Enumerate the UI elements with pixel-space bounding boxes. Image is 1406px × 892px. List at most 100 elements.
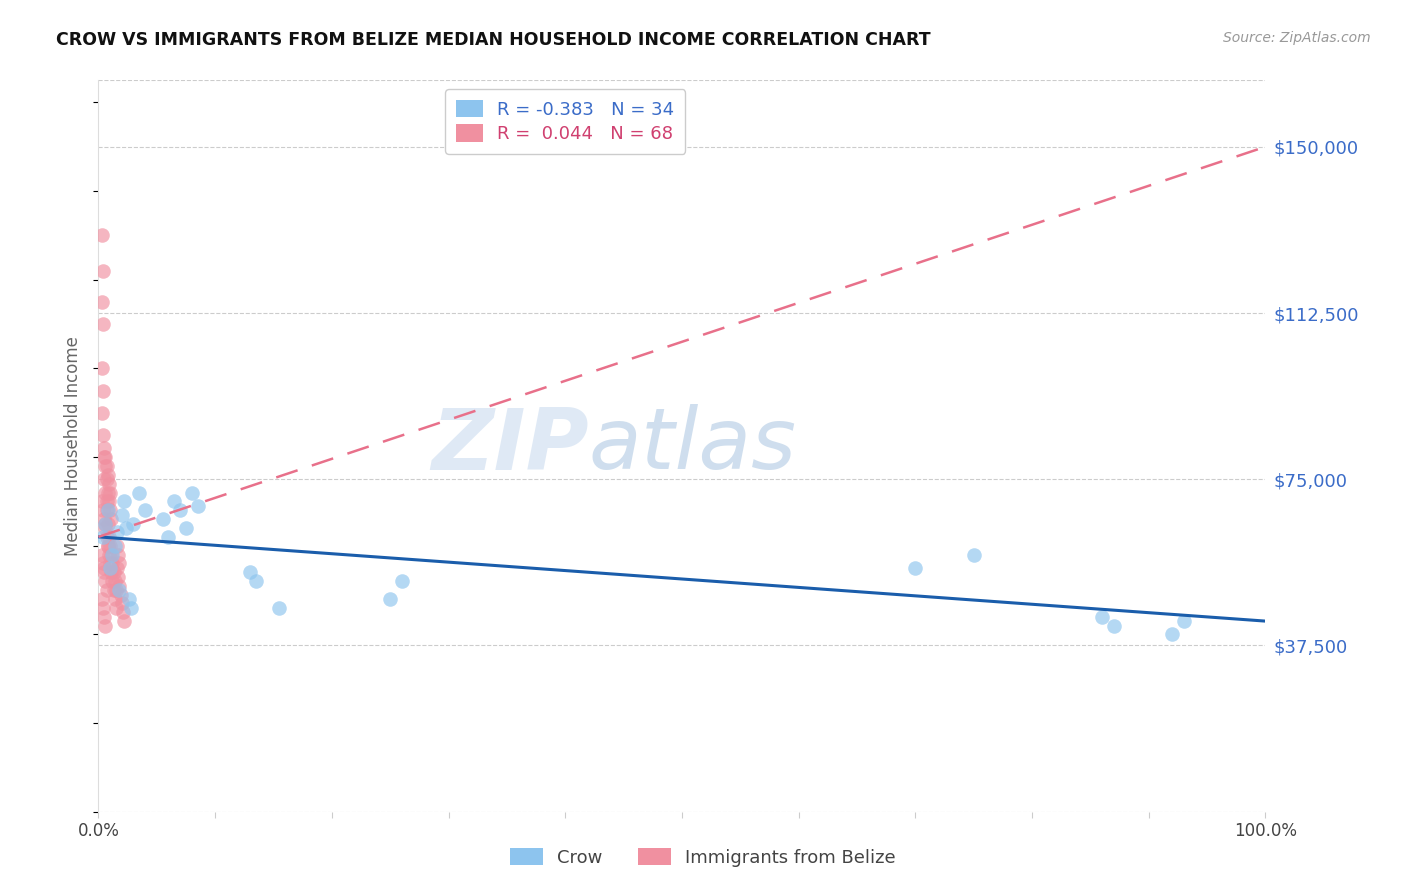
Point xyxy=(380,591,402,606)
Point xyxy=(163,494,186,508)
Point xyxy=(96,583,118,598)
Point xyxy=(1091,609,1114,624)
Point xyxy=(90,494,112,508)
Point xyxy=(94,521,117,535)
Point xyxy=(91,530,114,544)
Point xyxy=(98,485,121,500)
Point xyxy=(174,521,197,535)
Legend: Crow, Immigrants from Belize: Crow, Immigrants from Belize xyxy=(503,841,903,874)
Point xyxy=(187,499,209,513)
Point xyxy=(118,591,141,606)
Point xyxy=(101,557,124,571)
Point xyxy=(96,458,118,473)
Point xyxy=(169,503,191,517)
Point xyxy=(120,600,142,615)
Point xyxy=(115,521,138,535)
Point xyxy=(97,494,120,508)
Point xyxy=(91,557,114,571)
Point xyxy=(96,503,118,517)
Point xyxy=(128,485,150,500)
Point xyxy=(134,503,156,517)
Point xyxy=(90,294,112,309)
Point xyxy=(962,548,984,562)
Point xyxy=(111,596,134,610)
Point xyxy=(94,485,117,500)
Point xyxy=(97,467,120,482)
Point xyxy=(91,503,114,517)
Point xyxy=(112,614,135,628)
Point xyxy=(1102,618,1125,632)
Point xyxy=(111,508,134,522)
Point xyxy=(93,561,115,575)
Text: atlas: atlas xyxy=(589,404,797,488)
Point xyxy=(107,548,129,562)
Point xyxy=(97,476,120,491)
Point xyxy=(108,557,131,571)
Point xyxy=(1161,627,1184,641)
Point xyxy=(97,548,120,562)
Point xyxy=(107,570,129,584)
Point xyxy=(105,525,128,540)
Point xyxy=(152,512,174,526)
Point xyxy=(90,361,112,376)
Point xyxy=(96,530,118,544)
Point xyxy=(90,591,112,606)
Point xyxy=(105,561,128,575)
Point xyxy=(97,516,120,531)
Point xyxy=(98,539,121,553)
Point xyxy=(97,503,120,517)
Point xyxy=(93,566,115,580)
Point xyxy=(96,494,118,508)
Point xyxy=(100,548,122,562)
Text: Source: ZipAtlas.com: Source: ZipAtlas.com xyxy=(1223,31,1371,45)
Point xyxy=(269,600,291,615)
Point xyxy=(97,485,120,500)
Point xyxy=(94,450,117,464)
Point xyxy=(93,512,115,526)
Point xyxy=(239,566,262,580)
Text: CROW VS IMMIGRANTS FROM BELIZE MEDIAN HOUSEHOLD INCOME CORRELATION CHART: CROW VS IMMIGRANTS FROM BELIZE MEDIAN HO… xyxy=(56,31,931,49)
Point xyxy=(96,472,118,486)
Point xyxy=(105,539,128,553)
Point xyxy=(93,441,115,455)
Point xyxy=(94,574,117,589)
Point xyxy=(100,566,122,580)
Point xyxy=(90,228,112,243)
Point xyxy=(104,583,127,598)
Point xyxy=(98,503,121,517)
Point xyxy=(103,566,125,580)
Point xyxy=(98,557,121,571)
Point xyxy=(104,591,127,606)
Point xyxy=(112,494,135,508)
Point xyxy=(245,574,267,589)
Point xyxy=(90,406,112,420)
Point xyxy=(91,317,114,331)
Point xyxy=(180,485,202,500)
Point xyxy=(391,574,413,589)
Point xyxy=(101,548,124,562)
Point xyxy=(91,264,114,278)
Point xyxy=(101,574,124,589)
Point xyxy=(98,561,121,575)
Point xyxy=(90,548,112,562)
Point xyxy=(904,561,927,575)
Text: ZIP: ZIP xyxy=(430,404,589,488)
Point xyxy=(108,583,131,598)
Y-axis label: Median Household Income: Median Household Income xyxy=(65,336,83,556)
Point xyxy=(111,605,134,619)
Point xyxy=(108,579,131,593)
Point xyxy=(122,516,145,531)
Point xyxy=(103,583,125,598)
Point xyxy=(1173,614,1195,628)
Point xyxy=(97,539,120,553)
Point xyxy=(93,472,115,486)
Point xyxy=(94,516,117,531)
Point xyxy=(91,600,114,615)
Point xyxy=(157,530,180,544)
Point xyxy=(93,450,115,464)
Point xyxy=(110,587,132,601)
Legend: R = -0.383   N = 34, R =  0.044   N = 68: R = -0.383 N = 34, R = 0.044 N = 68 xyxy=(446,89,685,154)
Point xyxy=(94,618,117,632)
Point xyxy=(94,458,117,473)
Point xyxy=(97,539,120,553)
